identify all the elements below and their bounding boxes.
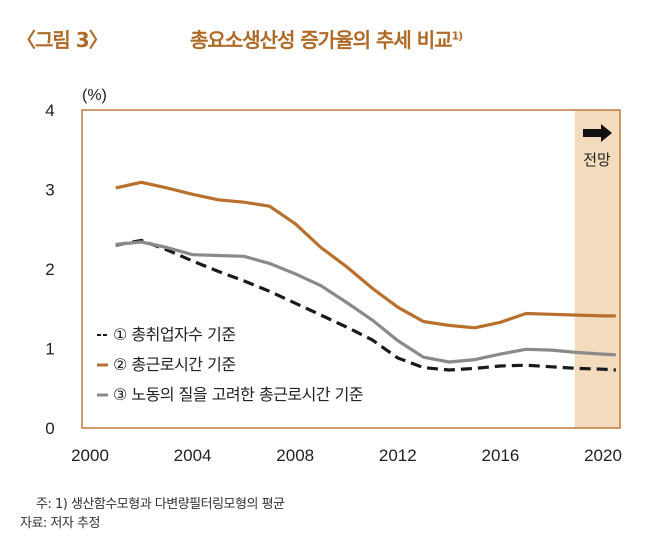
legend-label: ② 총근로시간 기준 <box>113 355 236 374</box>
right-arrow-icon <box>583 124 612 142</box>
x-tick-label: 2016 <box>481 446 519 465</box>
y-tick-label: 0 <box>45 419 54 438</box>
figure-title-footnote: 1) <box>451 29 464 43</box>
legend-label: ① 총취업자수 기준 <box>113 325 236 344</box>
y-tick-label: 3 <box>45 181 54 200</box>
legend-item: ③ 노동의 질을 고려한 총근로시간 기준 <box>97 385 364 404</box>
x-tick-label: 2000 <box>71 446 109 465</box>
footnote: 주: 1) 생산함수모형과 다변량필터링모형의 평균 <box>36 497 285 512</box>
figure-title-text: 총요소생산성 증가율의 추세 비교 <box>190 28 452 52</box>
x-tick-label: 2008 <box>276 446 314 465</box>
series-quality-hours-line <box>115 240 616 364</box>
forecast-band <box>574 110 620 428</box>
x-tick-label: 2020 <box>584 446 622 465</box>
series-hours-line <box>115 180 616 330</box>
y-tick-label: 1 <box>45 340 54 359</box>
series-employment-line <box>115 238 616 372</box>
x-tick-label: 2004 <box>174 446 212 465</box>
y-tick-label: 4 <box>45 101 54 120</box>
y-axis-unit-label: (%) <box>82 87 107 104</box>
figure-title: 총요소생산성 증가율의 추세 비교1) <box>190 24 464 53</box>
x-tick-label: 2012 <box>379 446 417 465</box>
legend-item: ② 총근로시간 기준 <box>97 355 236 374</box>
figure-label: 〈그림 3〉 <box>16 28 109 52</box>
source-note: 자료: 저자 추정 <box>20 516 100 531</box>
plot-frame <box>81 109 621 429</box>
legend-item: ① 총취업자수 기준 <box>97 325 236 344</box>
forecast-label: 전망 <box>583 151 611 169</box>
legend-label: ③ 노동의 질을 고려한 총근로시간 기준 <box>113 385 363 404</box>
y-tick-label: 2 <box>45 260 54 279</box>
